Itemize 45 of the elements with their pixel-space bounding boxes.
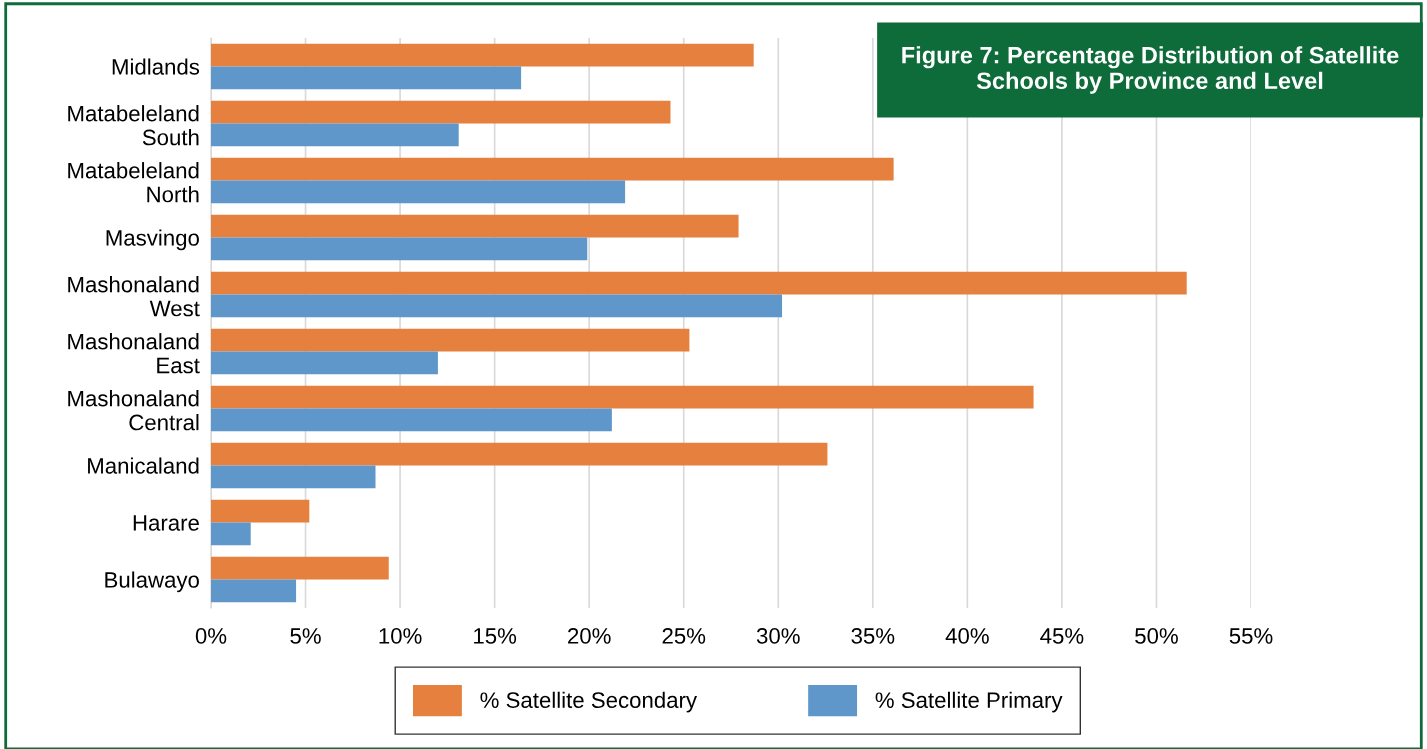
legend-label: % Satellite Primary — [875, 691, 1063, 713]
bar — [211, 385, 1034, 409]
bar — [211, 294, 783, 318]
x-tick-label: 35% — [851, 628, 895, 644]
y-tick-label: Matabeleland South — [68, 105, 199, 146]
bar — [211, 522, 251, 546]
bar — [211, 465, 376, 489]
bar — [211, 123, 459, 147]
x-tick-label: 20% — [568, 628, 611, 644]
y-tick-label: Mashonaland West — [68, 276, 200, 317]
bar — [211, 328, 690, 352]
x-tick-label: 45% — [1040, 628, 1084, 644]
y-tick-label: Matabeleland North — [68, 162, 199, 203]
bar — [211, 66, 522, 90]
x-tick-label: 25% — [662, 628, 706, 644]
bar — [211, 271, 1187, 295]
y-tick-label: Bulawayo — [105, 571, 199, 593]
bar — [211, 579, 297, 603]
x-tick-label: 0% — [195, 628, 227, 644]
bar — [211, 442, 828, 466]
y-tick-label: Midlands — [112, 58, 200, 75]
bar — [211, 499, 310, 523]
bar — [211, 157, 894, 181]
x-tick-label: 55% — [1229, 628, 1273, 644]
bar — [211, 43, 754, 67]
x-tick-label: 15% — [474, 628, 517, 644]
legend-label: % Satellite Secondary — [480, 691, 698, 713]
y-tick-label: Mashonaland Central — [68, 390, 199, 431]
bar — [211, 180, 626, 204]
x-tick-label: 30% — [756, 628, 800, 644]
y-tick-label: Harare — [133, 515, 199, 531]
x-tick-label: 10% — [379, 628, 422, 644]
y-tick-label: Manicaland — [88, 457, 199, 474]
x-tick-label: 40% — [945, 628, 989, 644]
bar — [211, 100, 671, 124]
bar — [211, 351, 438, 375]
bar — [211, 214, 739, 238]
bar — [211, 408, 612, 432]
bar — [211, 237, 588, 261]
text: Figure 7: Percentage Distribution of Satellite Schools by Province and Level — [902, 46, 1399, 94]
bar — [211, 556, 389, 580]
x-tick-label: 5% — [290, 628, 321, 644]
y-tick-label: Masvingo — [106, 229, 199, 251]
x-tick-label: 50% — [1135, 628, 1178, 644]
y-tick-label: Mashonaland East — [68, 333, 200, 374]
